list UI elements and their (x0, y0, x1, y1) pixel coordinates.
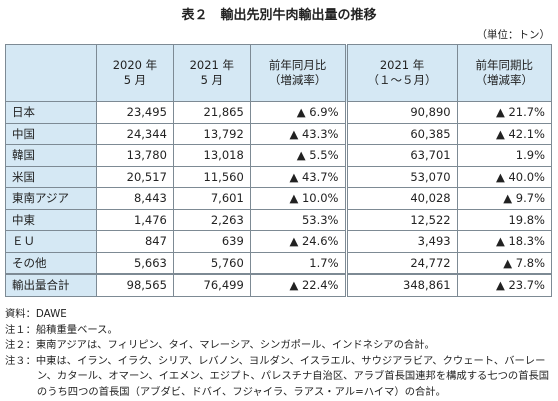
cell: 8,443 (96, 187, 174, 210)
row-label: 中東 (5, 208, 97, 231)
cell: 90,890 (344, 101, 458, 124)
row: 米国 20,517 11,560 ▲ 43.7% 53,070 ▲ 40.0% (5, 165, 553, 188)
cell: ▲ 43.3% (249, 122, 347, 145)
cell: 63,701 (344, 144, 458, 167)
cell: 53,070 (344, 165, 458, 188)
cell: 98,565 (96, 273, 174, 297)
cell: 24,772 (344, 251, 458, 275)
row-label: 韓国 (5, 144, 97, 167)
cell: ▲ 42.1% (456, 122, 553, 145)
row: ＥＵ 847 639 ▲ 24.6% 3,493 ▲ 18.3% (5, 230, 553, 253)
note: 注２：東南アジアは、フィリピン、タイ、マレーシア、シンガポール、インドネシアの合… (5, 339, 435, 352)
cell: ▲ 22.4% (249, 273, 347, 297)
cell: ▲ 10.0% (249, 187, 347, 210)
cell: 53.3% (249, 208, 347, 231)
cell: 21,865 (172, 101, 251, 124)
cell: 11,560 (172, 165, 251, 188)
cell: ▲ 5.5% (249, 144, 347, 167)
cell: 1.9% (456, 144, 553, 167)
cell: ▲ 43.7% (249, 165, 347, 188)
table: 2020 年 5 月 2021 年 5 月前年同月比 （増減率） 2021 年 （１… (5, 44, 553, 297)
note: 注１：船積重量ベース。 (5, 323, 118, 336)
cell: ▲ 21.7% (456, 101, 553, 124)
cell: 13,792 (172, 122, 251, 145)
cell: ▲ 6.9% (249, 101, 347, 124)
cell: 5,760 (172, 251, 251, 275)
cell: ▲ 24.6% (249, 230, 347, 253)
header-cell: 2020 年 5 月 (96, 44, 174, 102)
header-cell: 前年同月比 （増減率） (249, 44, 347, 102)
header-cell: 2021 年 5 月 (172, 44, 251, 102)
cell: 3,493 (344, 230, 458, 253)
cell: 5,663 (96, 251, 174, 275)
cell: 1.7% (249, 251, 347, 275)
cell: 19.8% (456, 208, 553, 231)
cell: 40,028 (344, 187, 458, 210)
cell: 20,517 (96, 165, 174, 188)
row-label: 輸出量合計 (5, 273, 97, 297)
row: 中東 1,476 2,263 53.3% 12,522 19.8% (5, 208, 553, 231)
unit: （単位：トン） (476, 29, 551, 41)
cell: ▲ 7.8% (456, 251, 553, 275)
header-cell: 前年同期比 （増減率） (456, 44, 553, 102)
cell: ▲ 9.7% (456, 187, 553, 210)
title: 表２ 輸出先別牛肉輸出量の推移 (181, 8, 377, 23)
cell: 847 (96, 230, 174, 253)
row: 東南アジア 8,443 7,601 ▲ 10.0% 40,028 ▲ 9.7% (5, 187, 553, 210)
cell: 1,476 (96, 208, 174, 231)
cell: 2,263 (172, 208, 251, 231)
header-row: 2020 年 5 月 2021 年 5 月前年同月比 （増減率） 2021 年 （１… (5, 44, 553, 102)
cell: 60,385 (344, 122, 458, 145)
notes: 資料：DAWE 注１：船積重量ベース。注２：東南アジアは、フィリピン、タイ、マレー… (5, 307, 553, 401)
cell: 76,499 (172, 273, 251, 297)
row-label: 東南アジア (5, 187, 97, 210)
row: 韓国 13,780 13,018 ▲ 5.5% 63,701 1.9% (5, 144, 553, 167)
row-label: 米国 (5, 165, 97, 188)
cell: 639 (172, 230, 251, 253)
row: 中国 24,344 13,792 ▲ 43.3% 60,385 ▲ 42.1% (5, 122, 553, 145)
cell: 12,522 (344, 208, 458, 231)
cell: 24,344 (96, 122, 174, 145)
row-label: 日本 (5, 101, 97, 124)
header-cell (5, 44, 97, 102)
cell: ▲ 23.7% (456, 273, 553, 297)
row-label: ＥＵ (5, 230, 97, 253)
cell: 348,861 (344, 273, 458, 297)
cell: 13,018 (172, 144, 251, 167)
cell: 23,495 (96, 101, 174, 124)
header-cell: 2021 年 （１～５月） (344, 44, 458, 102)
row-label: その他 (5, 251, 97, 275)
cell: 13,780 (96, 144, 174, 167)
row-label: 中国 (5, 122, 97, 145)
note: 資料：DAWE (5, 308, 67, 320)
cell: ▲ 18.3% (456, 230, 553, 253)
cell: ▲ 40.0% (456, 165, 553, 188)
row: 日本 23,495 21,865 ▲ 6.9% 90,890 ▲ 21.7% (5, 101, 553, 124)
row: 輸出量合計 98,565 76,499 ▲ 22.4% 348,861 ▲ 23.7% (5, 273, 553, 297)
row: その他 5,663 5,760 1.7% 24,772 ▲ 7.8% (5, 251, 553, 275)
note: 注３：中東は、イラン、イラク、シリア、レバノン、ヨルダン、イスラエル、サウジアラ… (5, 354, 550, 398)
cell: 7,601 (172, 187, 251, 210)
